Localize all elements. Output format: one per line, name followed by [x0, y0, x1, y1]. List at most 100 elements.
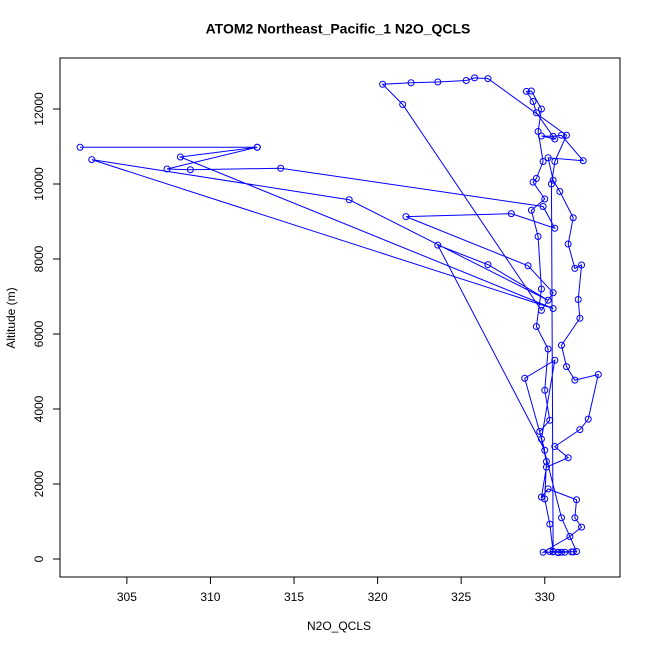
data-point — [544, 485, 552, 493]
data-point — [578, 261, 586, 269]
data-point — [574, 296, 582, 303]
chart-title: ATOM2 Northeast_Pacific_1 N2O_QCLS — [206, 21, 471, 37]
y-axis-label: Altitude (m) — [4, 287, 18, 348]
data-point — [549, 289, 557, 297]
x-tick-label: 325 — [451, 590, 471, 604]
data-point — [544, 154, 552, 162]
data-point — [537, 435, 545, 443]
data-point — [277, 164, 285, 172]
data-point — [571, 514, 579, 522]
plot-frame — [59, 57, 621, 578]
data-point — [546, 548, 554, 555]
data-point — [554, 548, 562, 556]
data-point — [594, 371, 602, 378]
data-point — [576, 426, 584, 434]
data-point — [471, 74, 479, 82]
data-point — [527, 206, 535, 214]
data-point — [534, 233, 542, 240]
data-point — [569, 548, 577, 556]
data-point — [573, 496, 581, 504]
data-point — [536, 428, 544, 435]
data-point — [402, 213, 410, 221]
data-point — [564, 240, 572, 248]
data-point — [546, 416, 554, 424]
x-tick-label: 320 — [368, 590, 388, 604]
data-point — [253, 143, 261, 151]
data-point — [462, 77, 470, 84]
data-point — [522, 87, 530, 95]
data-point — [549, 305, 557, 312]
data-point — [88, 156, 96, 164]
data-point — [537, 306, 545, 314]
y-tick-label: 0 — [32, 555, 46, 562]
data-point — [571, 376, 579, 384]
data-point — [557, 548, 565, 556]
data-point — [573, 548, 581, 555]
data-point — [551, 443, 559, 450]
data-point — [556, 188, 564, 195]
data-point — [484, 75, 492, 83]
data-point — [434, 241, 442, 249]
data-point — [578, 523, 586, 531]
data-point — [541, 446, 549, 454]
data-point — [561, 548, 569, 556]
data-point — [566, 533, 574, 540]
data-point — [529, 98, 537, 105]
data-point — [544, 345, 552, 353]
data-point — [547, 180, 555, 188]
data-point — [541, 195, 549, 203]
data-point — [532, 109, 540, 117]
data-point — [524, 262, 532, 270]
data-point — [541, 386, 549, 394]
data-point — [557, 341, 565, 349]
data-point — [537, 132, 545, 140]
data-point — [534, 128, 542, 135]
data-point — [584, 415, 592, 423]
data-point — [551, 158, 559, 165]
x-tick-label: 305 — [117, 590, 137, 604]
data-point — [527, 87, 535, 95]
data-point — [539, 158, 547, 165]
x-tick-label: 310 — [200, 590, 220, 604]
data-point — [521, 374, 529, 382]
data-point — [537, 493, 545, 501]
data-point — [484, 261, 492, 269]
x-tick-label: 330 — [535, 590, 555, 604]
data-point — [529, 178, 537, 186]
data-point — [557, 514, 565, 522]
y-tick-label: 4000 — [32, 395, 46, 422]
data-point — [539, 548, 547, 556]
data-point — [549, 548, 557, 555]
data-point — [546, 520, 554, 528]
data-point — [186, 166, 194, 174]
data-point — [434, 78, 442, 86]
data-point — [537, 285, 545, 293]
data-point — [569, 214, 577, 222]
data-point — [76, 143, 84, 151]
data-point — [532, 323, 540, 330]
data-point — [576, 314, 584, 322]
data-point — [551, 224, 559, 232]
data-point — [563, 131, 571, 139]
data-point — [542, 458, 550, 465]
data-point — [345, 196, 353, 204]
data-line — [80, 77, 599, 554]
data-point — [557, 131, 565, 139]
data-point — [176, 153, 184, 161]
x-tick-label: 315 — [284, 590, 304, 604]
data-point — [541, 495, 549, 503]
data-point — [549, 176, 557, 184]
x-axis-label: N2O_QCLS — [307, 619, 371, 633]
data-point — [507, 210, 515, 218]
data-point — [407, 79, 415, 87]
y-tick-label: 8000 — [32, 245, 46, 272]
data-point — [551, 356, 559, 364]
data-point — [539, 203, 547, 210]
y-tick-label: 2000 — [32, 470, 46, 497]
data-point — [563, 363, 571, 371]
data-point — [579, 157, 587, 165]
y-tick-label: 6000 — [32, 320, 46, 347]
data-point — [564, 454, 572, 462]
data-point — [544, 296, 552, 304]
